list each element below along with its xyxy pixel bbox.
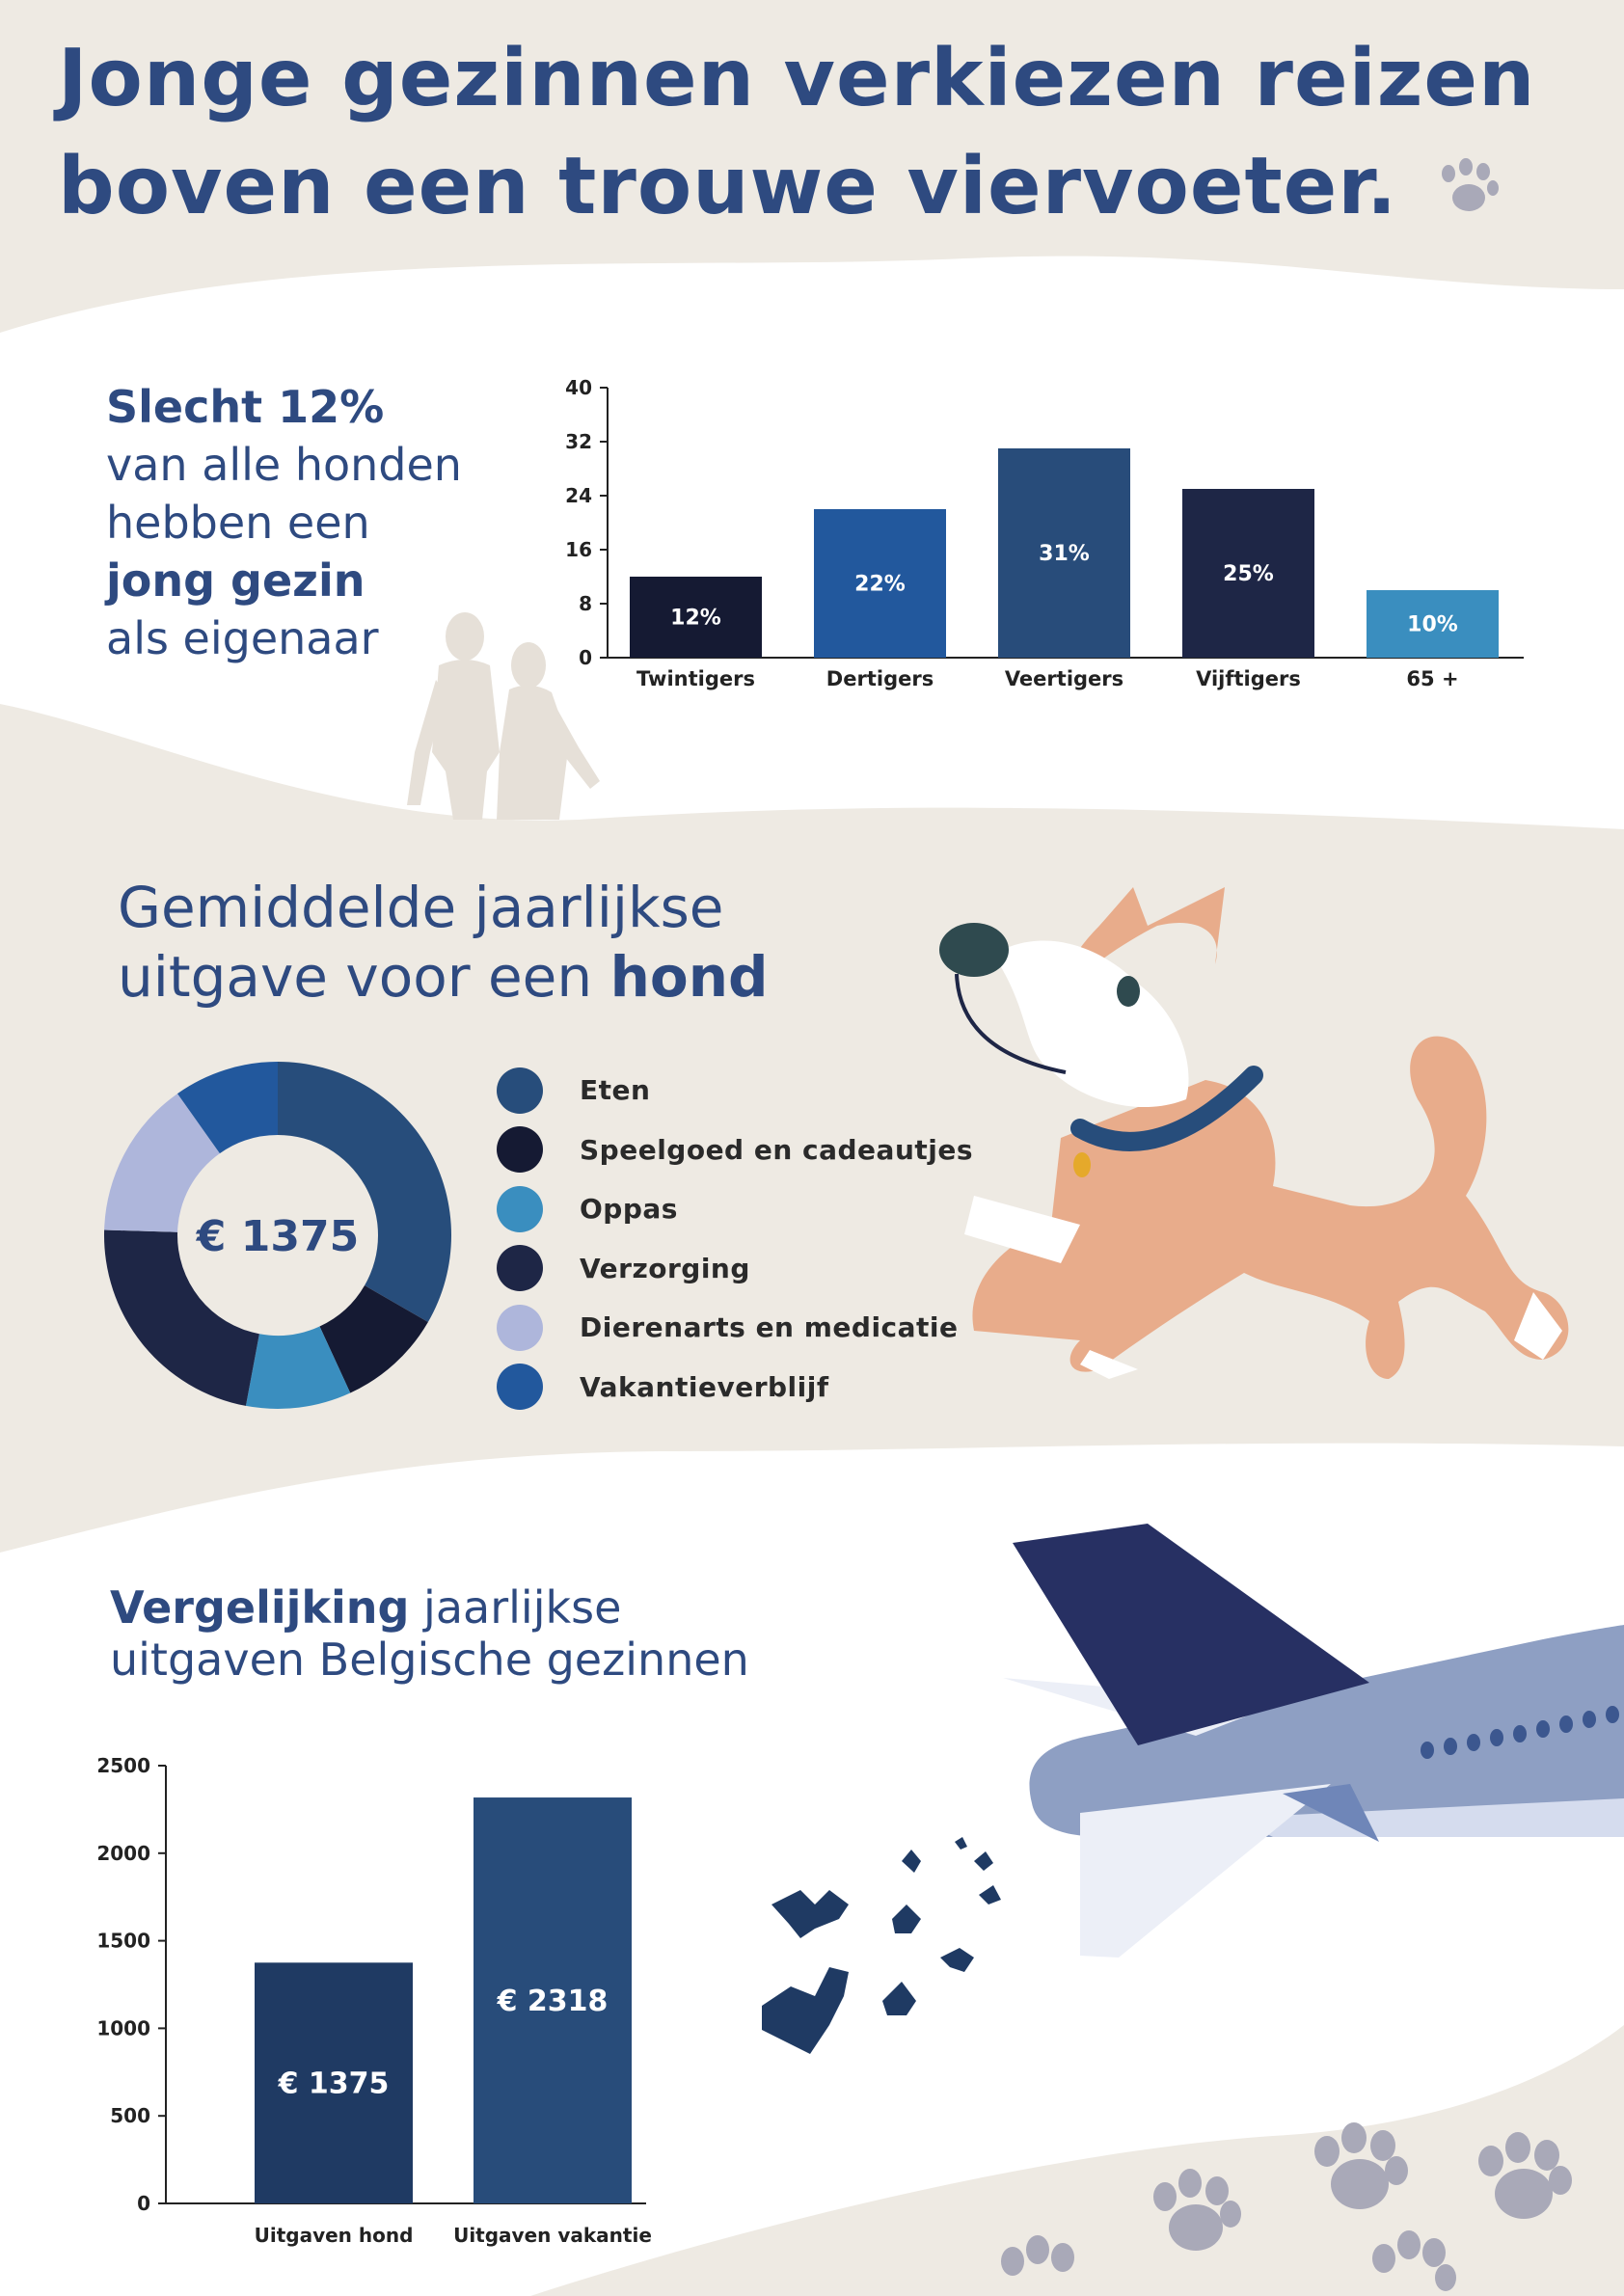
spending-title-line-1: Gemiddelde jaarlijkse [118,875,724,940]
legend-item: Oppas [497,1179,998,1239]
donut-slice [245,1326,351,1409]
donut-legend: Eten Speelgoed en cadeautjes Oppas Verzorgi… [497,1061,998,1417]
age-category-label: 65 + [1406,667,1458,690]
age-category-label: Dertigers [826,667,934,690]
legend-swatch [497,1067,543,1114]
comparison-title: Vergelijking jaarlijkse uitgaven Belgisc… [110,1581,843,1686]
title-line-2: boven een trouwe viervoeter. [58,141,1398,232]
age-y-tick-label: 32 [565,430,592,453]
age-bar [630,577,762,658]
legend-swatch [497,1185,543,1232]
footer-band [530,2025,1624,2296]
donut-slice [319,1285,428,1393]
legend-item: Speelgoed en cadeautjes [497,1121,998,1180]
comparison-category-label: Uitgaven hond [255,2224,414,2247]
legend-label: Eten [580,1074,651,1107]
age-y-tick-label: 16 [565,538,592,561]
owners-headline: Slecht 12% [106,381,385,433]
age-data-label: 22% [854,573,906,597]
page-title: Jonge gezinnen verkiezen reizen boven ee… [58,25,1601,241]
comparison-bar [474,1797,632,2203]
age-y-tick-label: 0 [579,646,592,669]
age-data-label: 25% [1223,562,1274,586]
age-category-label: Vijftigers [1196,667,1301,690]
spending-title-regular: uitgave voor een [118,944,610,1010]
age-y-tick-label: 24 [565,484,592,507]
age-y-tick-label: 40 [565,376,592,399]
paw-prints [1001,2122,1572,2291]
legend-swatch [497,1245,543,1292]
comparison-bar [255,1962,413,2203]
owners-line-5: als eigenaar [106,612,379,664]
comparison-title-line-2: uitgaven Belgische gezinnen [110,1634,749,1686]
spending-title-bold: hond [609,944,769,1010]
age-data-label: 31% [1039,542,1090,566]
legend-item: Vakantieverblijf [497,1358,998,1418]
owners-text: Slecht 12% van alle honden hebben een jo… [106,378,511,667]
comparison-category-label: Uitgaven vakantie [453,2224,652,2247]
comparison-y-tick-label: 1500 [96,1930,150,1953]
header-band [0,0,1624,333]
age-data-label: 12% [670,607,721,631]
dog-illustration [939,887,1569,1379]
legend-label: Verzorging [580,1252,750,1284]
spending-donut-chart: € 1375 [103,1062,451,1409]
age-category-label: Veertigers [1005,667,1123,690]
couple-silhouette [407,612,600,820]
owners-line-2: van alle honden [106,439,462,491]
legend-swatch [497,1304,543,1351]
comparison-y-tick-label: 2500 [96,1754,150,1777]
legend-label: Dierenarts en medicatie [580,1311,959,1344]
comparison-y-tick-label: 1000 [96,2016,150,2039]
legend-item: Eten [497,1061,998,1121]
donut-slice [104,1094,220,1232]
donut-center-label: € 1375 [196,1212,359,1261]
legend-swatch [497,1126,543,1174]
age-data-label: 10% [1407,613,1458,637]
donut-slice [278,1062,451,1322]
donut-slice [177,1062,278,1154]
comparison-data-label: € 2318 [497,1985,609,2018]
spending-title-line-2: uitgave voor een hond [118,942,986,1012]
owners-line-3: hebben een [106,497,370,549]
comparison-bar-chart: 0 500 1000 1500 2000 2500 € 1375 Uitgaven hond €… [96,1754,652,2247]
legend-item: Verzorging [497,1239,998,1299]
age-bar [1367,590,1499,658]
age-bar [1182,489,1314,658]
age-bar [814,509,946,658]
comparison-y-tick-label: 0 [137,2192,150,2215]
title-line-1: Jonge gezinnen verkiezen reizen [58,33,1536,124]
age-bar [998,448,1130,658]
age-y-tick-label: 8 [579,592,592,615]
comparison-title-bold: Vergelijking [110,1581,410,1634]
legend-item: Dierenarts en medicatie [497,1298,998,1358]
age-bar-chart: 0 8 16 24 32 40 12% Twintigers 22% Dertigers 31% Ve… [565,376,1524,690]
donut-slice [103,1229,259,1406]
comparison-title-rest: jaarlijkse [409,1581,622,1634]
legend-label: Speelgoed en cadeautjes [580,1133,974,1166]
age-category-label: Twintigers [636,667,755,690]
spending-title: Gemiddelde jaarlijkse uitgave voor een h… [118,873,986,1012]
legend-swatch [497,1364,543,1411]
comparison-y-tick-label: 2000 [96,1842,150,1865]
comparison-data-label: € 1375 [278,2067,390,2101]
legend-label: Vakantieverblijf [580,1370,829,1403]
airplane-with-dogs [762,1524,1624,2054]
owners-line-4: jong gezin [106,554,365,607]
comparison-title-line-1: Vergelijking jaarlijkse [110,1581,843,1634]
comparison-y-tick-label: 500 [110,2104,150,2127]
legend-label: Oppas [580,1193,678,1226]
paw-icon [1442,158,1499,211]
